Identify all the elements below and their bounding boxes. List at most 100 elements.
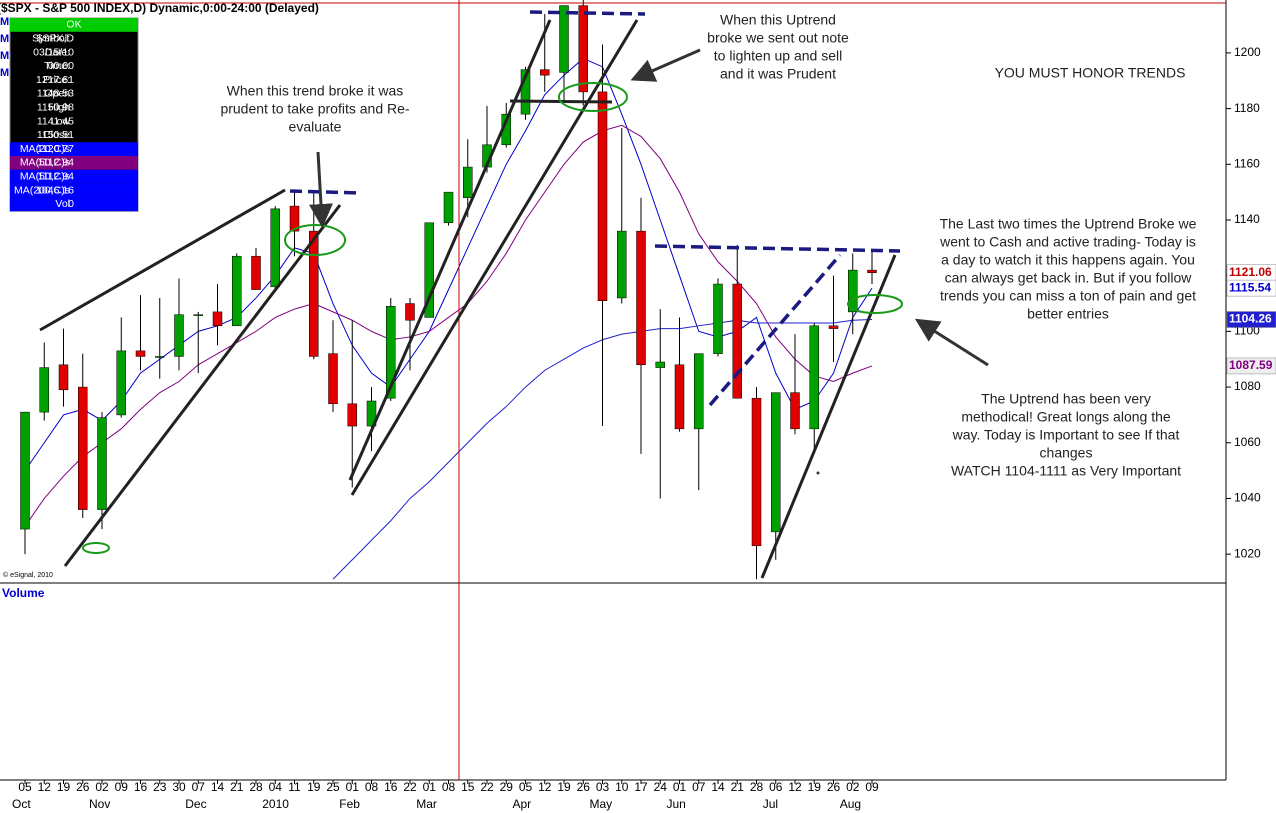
arrows (308, 48, 989, 367)
candle-body (848, 269, 858, 313)
x-tick-label: 19 (307, 780, 321, 794)
info-key: MA(200,C)s (14, 184, 70, 196)
info-value: 03/15/10 (33, 46, 74, 58)
candle-body (617, 230, 627, 299)
x-tick-label: 08 (442, 780, 456, 794)
pane-label: Volume (2, 586, 45, 600)
x-tick-label: 28 (249, 780, 263, 794)
x-tick-label: 19 (557, 780, 571, 794)
y-tick-label: 1180 (1234, 101, 1260, 115)
candle-body (674, 364, 685, 430)
candle-body (97, 417, 107, 510)
legend-fragment: M (0, 67, 9, 79)
candle-body (520, 69, 531, 115)
legend-fragment: M (0, 16, 9, 28)
candle-body (270, 208, 280, 288)
ellipse (847, 294, 903, 314)
status: OK (66, 19, 81, 31)
annotation: and it was Prudent (720, 66, 836, 82)
x-tick-label: 26 (827, 780, 841, 794)
trendline (348, 19, 552, 481)
candle-body (751, 397, 762, 547)
y-tick-label: 1200 (1234, 45, 1261, 59)
x-tick-label: 25 (326, 780, 340, 794)
candle-body (828, 325, 839, 329)
x-tick-label: 12 (538, 780, 552, 794)
y-tick-label: 1060 (1234, 435, 1261, 449)
info-value: 1120.77 (37, 143, 74, 155)
dot (816, 471, 820, 475)
info-value: $SPX,D (37, 32, 75, 44)
x-tick-label: 07 (192, 780, 206, 794)
ellipse (82, 542, 110, 554)
x-tick-label: 28 (750, 780, 764, 794)
annotation: way. Today is Important to see If that (952, 427, 1180, 443)
y-tick-label: 1040 (1234, 491, 1261, 505)
info-value: 0 (68, 198, 74, 210)
row-bg (10, 183, 138, 198)
x-tick-label: 16 (384, 780, 398, 794)
candle-body (443, 191, 454, 224)
info-key: Open (44, 88, 70, 100)
x-tick-label: 26 (76, 780, 90, 794)
y-tick-label: 1020 (1234, 546, 1261, 560)
annotation: When this trend broke it was (227, 83, 404, 99)
x-tick-label: 29 (500, 780, 514, 794)
info-value: 1046.16 (36, 184, 74, 196)
candle-body (713, 283, 723, 354)
dashed-line (654, 244, 901, 253)
month-label: Aug (840, 797, 861, 811)
x-tick-label: 02 (95, 780, 109, 794)
resistance-lines (289, 10, 901, 407)
x-tick-label: 01 (346, 780, 360, 794)
candle-body (463, 166, 473, 198)
y-tick-label: 1140 (1234, 212, 1260, 226)
info-value: 1112.94 (38, 157, 75, 169)
info-key: Date: (45, 46, 70, 58)
annotation: can always get back in. But if you follo… (945, 270, 1193, 286)
info-value: 1217.61 (36, 74, 74, 86)
candle-body (809, 325, 819, 430)
info-value: 1112.94 (38, 170, 75, 182)
chart-title: ($SPX - S&P 500 INDEX,D) Dynamic,0:00-24… (0, 1, 319, 15)
month-label: Nov (89, 797, 110, 811)
month-label: May (590, 797, 613, 811)
info-value: 1141.45 (37, 115, 74, 127)
info-value: 1150.51 (37, 129, 74, 141)
candle-body (694, 353, 704, 430)
trendlines (39, 19, 897, 579)
x-tick-label: 19 (808, 780, 822, 794)
x-tick-label: 26 (577, 780, 591, 794)
candle-body (193, 314, 203, 316)
plot-area (20, 0, 877, 580)
x-tick-label: 07 (692, 780, 706, 794)
x-tick-label: 05 (18, 780, 32, 794)
annotation: YOU MUST HONOR TRENDS (995, 65, 1186, 81)
annotation: went to Cash and active trading- Today i… (939, 234, 1196, 250)
month-label: 2010 (262, 797, 289, 811)
last-value-box (1226, 279, 1276, 297)
last-value-label: 1104.26 (1229, 312, 1272, 326)
candle-body (578, 5, 588, 93)
month-label: Mar (416, 797, 437, 811)
candle-body (559, 5, 569, 73)
candle-body (58, 364, 69, 391)
x-tick-label: 01 (423, 780, 437, 794)
x-tick-label: 21 (230, 780, 244, 794)
candle-body (790, 392, 800, 430)
copyright: © eSignal, 2010 (3, 571, 53, 579)
info-value: 1148.53 (37, 88, 74, 100)
annotation: changes (1040, 445, 1093, 461)
candle-body (732, 283, 742, 399)
candle-body (251, 255, 261, 290)
x-tick-label: 09 (115, 780, 129, 794)
candle-body (386, 306, 396, 399)
candle-body (78, 386, 88, 510)
candle-body (771, 392, 781, 533)
x-tick-label: 02 (846, 780, 860, 794)
info-key: Low (51, 115, 71, 127)
info-value: 1150.98 (37, 101, 74, 113)
y-tick-label: 1160 (1234, 156, 1260, 170)
candle-body (540, 69, 550, 76)
